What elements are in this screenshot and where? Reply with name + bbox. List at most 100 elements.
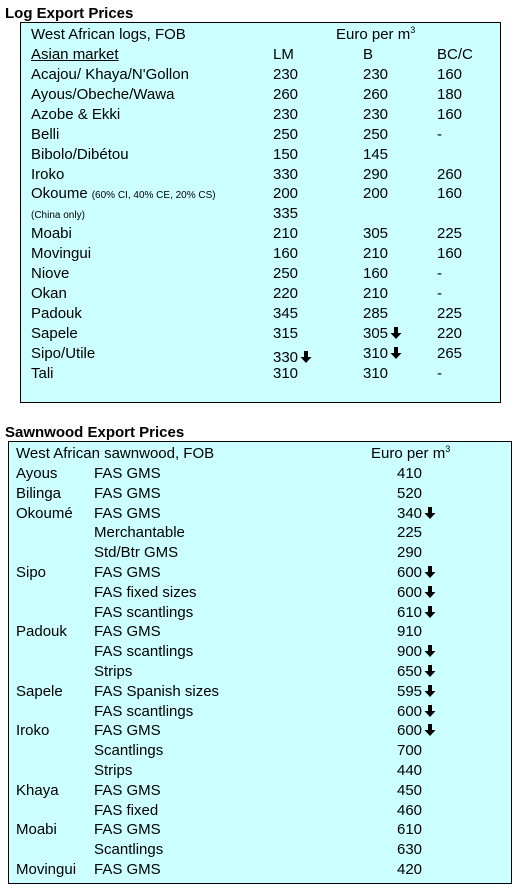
log-bc-value: 225 (437, 224, 462, 244)
sawn-price-text: 225 (397, 524, 423, 542)
log-species-name-text: Bibolo/Dibétou (31, 145, 129, 163)
log-row: Padouk 345 285 225 (21, 304, 500, 324)
sawn-species: Bilinga (16, 484, 61, 504)
log-row: Sipo/Utile 330 310 265 (21, 344, 500, 366)
log-b-value: 260 (363, 85, 388, 105)
sawn-species-text: Padouk (16, 623, 67, 641)
sawn-row: FAS fixed sizes 600 (9, 583, 511, 603)
log-bc-value: 225 (437, 304, 462, 324)
log-species-name: Okoume (60% CI, 40% CE, 20% CS) (31, 184, 216, 206)
log-lm-value: 230 (273, 105, 298, 125)
sawn-panel-title: West African sawnwood, FOB (16, 445, 215, 462)
down-arrow-icon (424, 665, 436, 677)
sawn-grade: FAS scantlings (94, 603, 193, 623)
log-species-name-text: Tali (31, 364, 54, 382)
log-row: Niove 250 160 - (21, 264, 500, 284)
log-unit-superscript: 3 (410, 25, 416, 35)
sawn-row: Sipo FAS GMS 600 (9, 563, 511, 583)
sawn-row: Moabi FAS GMS 610 (9, 820, 511, 840)
sawn-grade: FAS GMS (94, 781, 161, 801)
log-bc-value-text: - (437, 284, 442, 302)
sawn-price: 630 (397, 840, 422, 860)
log-lm-value-text: 330 (273, 165, 299, 183)
log-b-value: 305 (363, 224, 388, 244)
column-lm: LM (273, 46, 294, 63)
sawn-grade: Scantlings (94, 840, 163, 860)
sawn-grade-text: FAS GMS (94, 821, 161, 839)
log-b-value-text: 250 (363, 125, 389, 143)
sawn-grade-text: FAS GMS (94, 564, 161, 581)
sawn-grade-text: FAS scantlings (94, 643, 194, 661)
log-b-value: 210 (363, 284, 388, 304)
sawn-grade: Scantlings (94, 741, 163, 761)
log-species-name: Ayous/Obeche/Wawa (31, 85, 174, 105)
log-lm-value: 335 (273, 204, 298, 224)
log-lm-value-text: 150 (273, 145, 299, 163)
log-species-name: Okan (31, 284, 67, 304)
sawn-price-text: 610 (397, 603, 423, 621)
sawn-price-text: 630 (397, 841, 423, 859)
log-row: Azobe & Ekki 230 230 160 (21, 105, 500, 125)
sawn-species: Moabi (16, 820, 57, 840)
sawn-species: Ayous (16, 464, 57, 484)
log-row: Moabi 210 305 225 (21, 224, 500, 244)
sawn-section-title: Sawnwood Export Prices (5, 424, 185, 441)
down-arrow-icon (424, 506, 436, 519)
sawn-price-text: 420 (397, 861, 423, 878)
log-lm-value: 315 (273, 324, 298, 344)
log-lm-value-text: 210 (273, 225, 299, 243)
sawn-price: 595 (397, 682, 436, 702)
log-b-value-text: 290 (363, 165, 389, 183)
sawn-row: Scantlings 630 (9, 840, 511, 860)
sawn-price-text: 600 (397, 564, 423, 581)
log-bc-value-text: 160 (437, 105, 463, 123)
sawn-grade-text: FAS GMS (94, 861, 161, 878)
log-lm-value: 250 (273, 125, 298, 145)
column-b: B (363, 46, 374, 63)
down-arrow-icon (424, 566, 436, 578)
log-lm-value: 250 (273, 264, 298, 284)
down-arrow-icon (390, 326, 402, 339)
log-row: Tali 310 310 - (21, 364, 500, 384)
sawn-row: Scantlings 700 (9, 741, 511, 761)
market-label: Asian market (31, 46, 119, 63)
log-species-note: (60% CI, 40% CE, 20% CS) (91, 190, 216, 202)
log-b-value: 210 (363, 244, 388, 264)
sawn-price: 600 (397, 721, 436, 741)
sawn-grade-text: Merchantable (94, 524, 185, 542)
log-species-name-text: Moabi (31, 225, 72, 243)
log-bc-value: - (437, 125, 442, 145)
log-row: Okoume (60% CI, 40% CE, 20% CS) 200 200 160 (21, 184, 500, 204)
log-b-value: 160 (363, 264, 388, 284)
log-bc-value-text: 265 (437, 344, 463, 362)
log-bc-value: 220 (437, 324, 462, 344)
log-b-value: 310 (363, 344, 402, 364)
log-row: (China only) 335 (21, 204, 500, 224)
log-lm-value-text: 220 (273, 284, 299, 302)
log-lm-value: 260 (273, 85, 298, 105)
sawn-price-text: 900 (397, 643, 423, 661)
log-species-name-text: Padouk (31, 304, 82, 322)
log-unit-label: Euro per m3 (336, 25, 415, 45)
sawn-grade-text: Scantlings (94, 841, 164, 859)
log-bc-value: 160 (437, 65, 462, 85)
log-bc-value: 160 (437, 105, 462, 125)
sawn-price-text: 610 (397, 821, 423, 839)
sawn-grade: Std/Btr GMS (94, 543, 178, 563)
log-bc-value-text: - (437, 125, 442, 143)
log-species-name: Movingui (31, 244, 91, 264)
log-b-value: 145 (363, 145, 388, 165)
sawn-row: Movingui FAS GMS 420 (9, 860, 511, 880)
sawn-species-text: Moabi (16, 821, 57, 839)
sawn-price: 290 (397, 543, 422, 563)
sawn-unit-label: Euro per m3 (371, 444, 450, 464)
sawn-grade-text: FAS GMS (94, 781, 161, 799)
sawn-row: Bilinga FAS GMS 520 (9, 484, 511, 504)
log-lm-value-text: 315 (273, 324, 299, 342)
log-bc-value: - (437, 264, 442, 284)
sawn-grade: FAS GMS (94, 563, 161, 583)
sawn-price-text: 440 (397, 762, 423, 779)
sawn-species-text: Khaya (16, 781, 59, 799)
log-species-name-text: Belli (31, 125, 60, 143)
log-species-name-text: Niove (31, 265, 70, 282)
